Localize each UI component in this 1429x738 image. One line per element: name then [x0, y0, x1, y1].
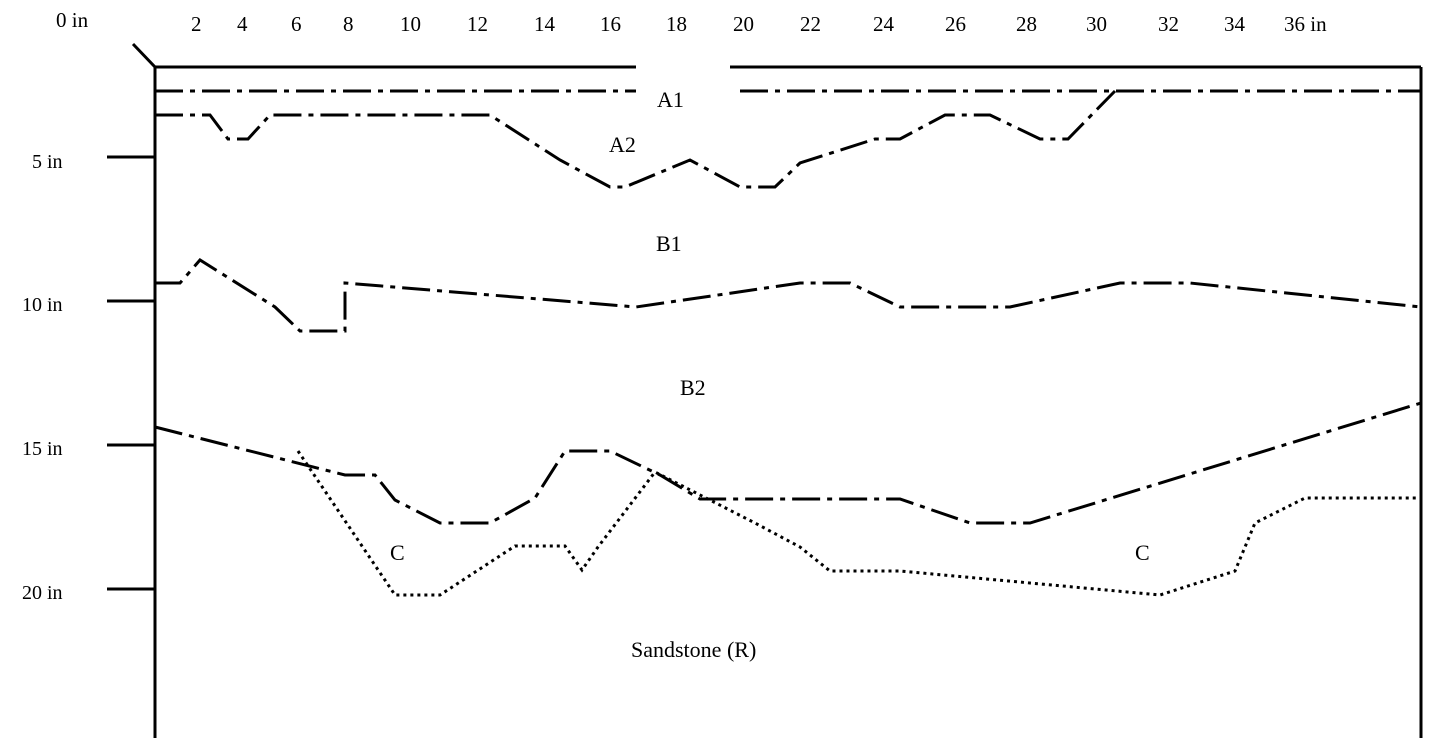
- horizon-label-b2: B2: [680, 375, 706, 400]
- horizon-label-bedrock: Sandstone (R): [631, 637, 756, 662]
- top-tick-label: 16: [600, 12, 621, 36]
- top-tick-label: 26: [945, 12, 966, 36]
- depth-tick-label: 5 in: [32, 151, 63, 173]
- b2-c-boundary: [154, 401, 1422, 525]
- top-tick-label: 18: [666, 12, 687, 36]
- top-tick-label: 30: [1086, 12, 1107, 36]
- top-tick-label: 34: [1224, 12, 1246, 36]
- top-tick-label: 2: [191, 12, 202, 36]
- b1-b2-boundary: [155, 258, 1422, 333]
- top-tick-label: 28: [1016, 12, 1037, 36]
- top-tick-label: 14: [534, 12, 556, 36]
- horizon-label-a1: A1: [657, 87, 684, 112]
- top-tick-label: 20: [733, 12, 754, 36]
- top-tick-label: 24: [873, 12, 895, 36]
- frame-corner-line: [131, 42, 157, 69]
- profile-frame: [131, 42, 1423, 738]
- top-tick-label: 0 in: [56, 8, 89, 32]
- horizon-boundaries: [154, 89, 1422, 525]
- top-tick-label: 36 in: [1284, 12, 1327, 36]
- top-tick-label: 32: [1158, 12, 1179, 36]
- top-axis: 0 in 2 4 6 8 10 12 14 16 18 20 22 24 26 …: [56, 8, 1327, 36]
- top-tick-label: 8: [343, 12, 354, 36]
- top-tick-label: 4: [237, 12, 248, 36]
- horizon-label-b1: B1: [656, 231, 682, 256]
- horizon-label-c: C: [390, 540, 405, 565]
- depth-tick-label: 15 in: [22, 438, 63, 460]
- depth-tick-label: 10 in: [22, 294, 63, 316]
- horizon-label-c: C: [1135, 540, 1150, 565]
- top-tick-label: 6: [291, 12, 302, 36]
- top-tick-label: 10: [400, 12, 421, 36]
- top-tick-label: 22: [800, 12, 821, 36]
- horizon-labels: A1 A2 B1 B2 C C Sandstone (R): [390, 87, 1150, 662]
- left-axis: 5 in 10 in 15 in 20 in: [22, 151, 155, 604]
- top-tick-label: 12: [467, 12, 488, 36]
- depth-tick-label: 20 in: [22, 582, 63, 604]
- a2-b1-boundary: [155, 89, 1117, 189]
- horizon-label-a2: A2: [609, 132, 636, 157]
